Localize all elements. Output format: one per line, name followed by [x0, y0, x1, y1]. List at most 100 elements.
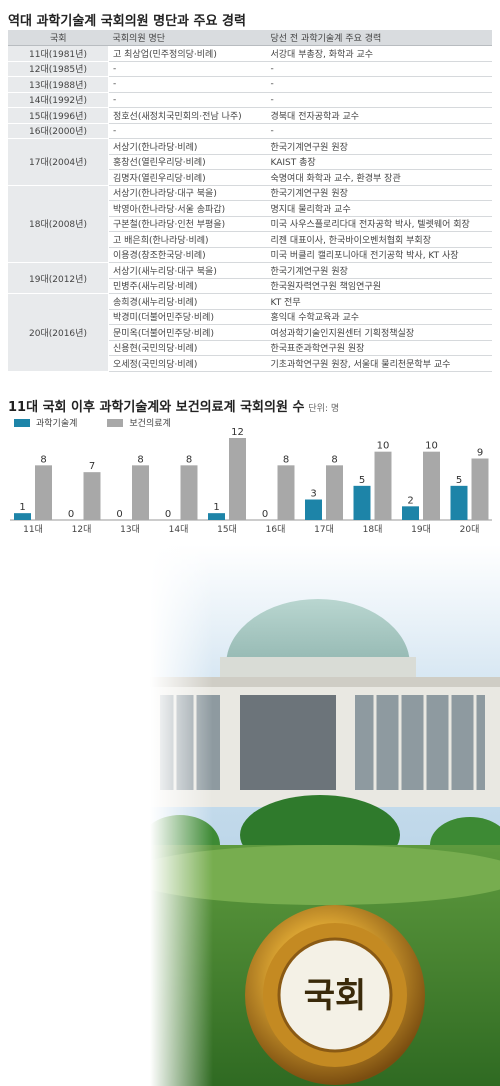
header-session: 국회 — [8, 30, 109, 46]
session-cell: 17대(2004년) — [8, 138, 109, 186]
bar-medical — [35, 465, 52, 520]
bar-science — [450, 485, 468, 520]
table-row: 16대(2000년) - - — [8, 123, 492, 139]
legend-swatch-medical — [107, 418, 124, 427]
table-row: 민병주(새누리당·비례) 한국원자력연구원 책임연구원 — [8, 278, 492, 294]
table-row: 신용현(국민의당·비례) 한국표준과학연구원 원장 — [8, 340, 492, 356]
table-header-row: 국회 국회의원 명단 당선 전 과학기술계 주요 경력 — [8, 30, 492, 46]
career-cell: 홍익대 수학교육과 교수 — [266, 309, 492, 325]
table-title: 역대 과학기술계 국회의원 명단과 주요 경력 — [8, 14, 246, 29]
header-career: 당선 전 과학기술계 주요 경력 — [266, 30, 492, 46]
bar-medical — [83, 472, 101, 520]
bar-medical — [180, 465, 198, 520]
member-cell: 민병주(새누리당·비례) — [108, 278, 267, 294]
career-cell: 기초과학연구원 원장, 서울대 물리천문학부 교수 — [266, 355, 492, 372]
session-cell: 11대(1981년) — [8, 45, 109, 62]
data-label: 0 — [116, 509, 122, 520]
session-cell: 13대(1988년) — [8, 76, 109, 93]
data-label: 10 — [425, 441, 438, 452]
bar-medical — [423, 451, 440, 520]
data-label: 8 — [137, 454, 143, 465]
member-cell: 김명자(열린우리당·비례) — [108, 169, 267, 186]
table-row: 김명자(열린우리당·비례) 숙명여대 화학과 교수, 환경부 장관 — [8, 169, 492, 186]
data-label: 10 — [377, 441, 390, 452]
table-row: 13대(1988년) - - — [8, 76, 492, 93]
career-cell: 서강대 부총장, 화학과 교수 — [266, 45, 492, 62]
category-label: 16대 — [266, 524, 286, 535]
session-cell: 20대(2016년) — [8, 293, 109, 372]
data-label: 8 — [186, 454, 192, 465]
member-cell: 서상기(한나라당·대구 북을) — [108, 185, 267, 201]
session-cell: 12대(1985년) — [8, 61, 109, 77]
bar-medical — [229, 438, 246, 520]
career-cell: 미국 사우스플로리다대 전자공학 박사, 텔렛웨어 회장 — [266, 216, 492, 232]
member-cell: 서상기(한나라당·비례) — [108, 138, 267, 155]
table-body: 11대(1981년) 고 최상업(민주정의당·비례) 서강대 부총장, 화학과 교수… — [8, 45, 492, 372]
category-label: 19대 — [411, 524, 431, 535]
data-label: 1 — [19, 502, 25, 513]
data-label: 0 — [165, 509, 171, 520]
bar-science — [353, 485, 371, 520]
legend-label-medical: 보건의료계 — [129, 419, 171, 429]
session-cell: 14대(1992년) — [8, 92, 109, 108]
category-label: 12대 — [72, 524, 92, 535]
chart-legend: 과학기술계 보건의료계 — [14, 416, 171, 429]
table-row: 17대(2004년) 서상기(한나라당·비례) 한국기계연구원 원장 — [8, 138, 492, 186]
table-row: 박경미(더불어민주당·비례) 홍익대 수학교육과 교수 — [8, 309, 492, 325]
career-cell: 미국 버클리 캘리포니아대 전기공학 박사, KT 사장 — [266, 247, 492, 263]
career-cell: - — [266, 92, 492, 108]
career-cell: 여성과학기술인지원센터 기획정책실장 — [266, 324, 492, 341]
bar-medical — [374, 451, 392, 520]
data-label: 8 — [283, 454, 289, 465]
career-cell: KAIST 총장 — [266, 154, 492, 170]
career-cell: 한국기계연구원 원장 — [266, 185, 492, 201]
member-cell: 고 최상업(민주정의당·비례) — [108, 45, 267, 62]
bar-medical — [326, 465, 343, 520]
data-label: 5 — [359, 475, 365, 486]
table-row: 박영아(한나라당·서울 송파갑) 명지대 물리학과 교수 — [8, 200, 492, 217]
category-label: 18대 — [363, 524, 383, 535]
career-cell: 한국기계연구원 원장 — [266, 138, 492, 155]
table-row: 오세정(국민의당·비례) 기초과학연구원 원장, 서울대 물리천문학부 교수 — [8, 355, 492, 372]
career-cell: - — [266, 123, 492, 139]
table-row: 구본철(한나라당·인천 부평을) 미국 사우스플로리다대 전자공학 박사, 텔렛웨… — [8, 216, 492, 232]
bar-science — [208, 513, 225, 520]
career-cell: 한국표준과학연구원 원장 — [266, 340, 492, 356]
national-assembly-photo: 국회 — [150, 545, 500, 1086]
header-member: 국회의원 명단 — [108, 30, 267, 46]
member-cell: 홍창선(열린우리당·비례) — [108, 154, 267, 170]
career-cell: 숙명여대 화학과 교수, 환경부 장관 — [266, 169, 492, 186]
bar-science — [14, 513, 31, 520]
data-label: 2 — [407, 495, 413, 506]
career-cell: 리젠 대표이사, 한국바이오벤처협회 부회장 — [266, 231, 492, 248]
table-row: 19대(2012년) 서상기(새누리당·대구 북을) 한국기계연구원 원장 — [8, 262, 492, 294]
data-label: 3 — [310, 489, 316, 500]
members-table-wrap: 국회 국회의원 명단 당선 전 과학기술계 주요 경력 11대(1981년) 고 … — [8, 30, 492, 372]
career-cell: 한국기계연구원 원장 — [266, 262, 492, 279]
data-label: 5 — [456, 475, 462, 486]
chart-title: 11대 국회 이후 과학기술계와 보건의료계 국회의원 수 단위: 명 — [8, 396, 339, 415]
member-cell: 신용현(국민의당·비례) — [108, 340, 267, 356]
bar-medical — [132, 465, 149, 520]
career-cell: - — [266, 76, 492, 93]
table-row: 18대(2008년) 서상기(한나라당·대구 북을) 한국기계연구원 원장 — [8, 185, 492, 263]
bar-medical — [471, 458, 489, 520]
category-label: 11대 — [23, 524, 43, 535]
legend-swatch-science — [14, 418, 30, 427]
bar-science — [402, 506, 419, 520]
category-label: 14대 — [169, 524, 189, 535]
member-cell: - — [108, 92, 267, 108]
member-cell: 이용경(창조한국당·비례) — [108, 247, 267, 263]
legend-label-science: 과학기술계 — [36, 419, 78, 429]
table-row: 홍창선(열린우리당·비례) KAIST 총장 — [8, 154, 492, 170]
table-row: 12대(1985년) - - — [8, 61, 492, 77]
table-row: 이용경(창조한국당·비례) 미국 버클리 캘리포니아대 전기공학 박사, KT 사… — [8, 247, 492, 263]
member-cell: 박영아(한나라당·서울 송파갑) — [108, 200, 267, 217]
table-row: 11대(1981년) 고 최상업(민주정의당·비례) 서강대 부총장, 화학과 교수 — [8, 45, 492, 62]
member-cell: 오세정(국민의당·비례) — [108, 355, 267, 372]
career-cell: 명지대 물리학과 교수 — [266, 200, 492, 217]
member-cell: - — [108, 76, 267, 93]
data-label: 0 — [68, 509, 74, 520]
member-cell: 문미옥(더불어민주당·비례) — [108, 324, 267, 341]
members-table: 국회 국회의원 명단 당선 전 과학기술계 주요 경력 11대(1981년) 고 … — [8, 30, 492, 372]
